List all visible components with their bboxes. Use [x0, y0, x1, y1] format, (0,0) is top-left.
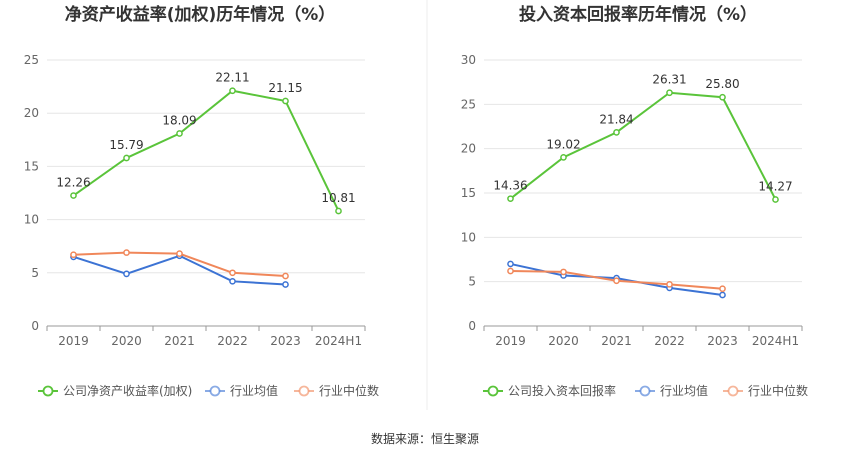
data-point	[719, 291, 726, 299]
roe-chart: 净资产收益率(加权)历年情况（%） 0 5 10 15 20 25 2019 2020 2021 2…	[24, 4, 379, 398]
y-tick-label: 30	[461, 53, 476, 67]
legend-marker	[727, 385, 739, 397]
y-tick-label: 10	[24, 213, 39, 227]
data-point	[560, 268, 567, 276]
x-tick-label: 2020	[548, 334, 579, 348]
legend-label: 公司投入资本回报率	[508, 383, 616, 398]
y-tick-label: 15	[461, 186, 476, 200]
data-point	[229, 277, 236, 285]
x-tick-label: 2023	[707, 334, 738, 348]
data-label: 14.27	[758, 179, 792, 193]
data-source: 数据来源：恒生聚源	[370, 432, 479, 446]
legend-marker	[298, 385, 310, 397]
data-label: 22.11	[215, 71, 249, 85]
data-label: 26.31	[652, 73, 686, 87]
data-point	[282, 97, 289, 105]
data-point	[70, 251, 77, 259]
y-tick-label: 0	[31, 319, 39, 333]
series-line	[509, 91, 777, 200]
legend-marker	[42, 385, 54, 397]
y-tick-label: 5	[468, 275, 476, 289]
x-tick-label: 2022	[654, 334, 685, 348]
x-tick-label: 2021	[601, 334, 632, 348]
data-point	[507, 267, 514, 275]
legend-item[interactable]: 公司净资产收益率(加权)	[38, 383, 192, 398]
data-point	[613, 129, 620, 136]
data-point	[772, 196, 779, 203]
y-tick-label: 15	[24, 159, 39, 173]
data-label: 25.80	[705, 77, 739, 91]
data-label: 18.09	[162, 114, 196, 128]
series-line	[73, 254, 286, 286]
data-point	[507, 260, 514, 268]
legend-item[interactable]: 行业中位数	[723, 383, 808, 398]
chart-title: 净资产收益率(加权)历年情况（%）	[65, 4, 336, 25]
data-label: 10.81	[321, 191, 355, 205]
series-line	[72, 89, 340, 212]
legend-label: 行业中位数	[748, 383, 808, 398]
y-tick-label: 25	[24, 53, 39, 67]
data-point	[229, 269, 236, 277]
legend-item[interactable]: 行业中位数	[294, 383, 379, 398]
data-point	[719, 93, 726, 101]
data-point	[282, 281, 289, 288]
legend-label: 行业均值	[230, 383, 278, 398]
y-tick-label: 5	[31, 266, 39, 280]
data-point	[507, 195, 514, 203]
data-point	[666, 280, 673, 288]
data-label: 15.79	[109, 138, 143, 152]
x-tick-label: 2024H1	[315, 334, 362, 348]
legend-marker	[487, 385, 499, 397]
data-point	[229, 87, 236, 95]
data-point	[176, 250, 183, 257]
y-tick-label: 20	[461, 142, 476, 156]
data-point	[123, 154, 130, 162]
data-label: 21.84	[599, 112, 633, 126]
data-point	[123, 249, 130, 256]
legend-label: 行业中位数	[319, 383, 379, 398]
y-tick-label: 20	[24, 106, 39, 120]
data-point	[613, 277, 620, 285]
legend-marker	[639, 385, 651, 397]
roic-chart: 投入资本回报率历年情况（%） 0 5 10 15 20 25 30 2019 2020 2021 20…	[461, 4, 808, 398]
x-tick-label: 2022	[217, 334, 248, 348]
x-tick-label: 2023	[270, 334, 301, 348]
data-point	[176, 130, 183, 137]
x-tick-label: 2021	[164, 334, 195, 348]
data-label: 14.36	[493, 179, 527, 193]
data-label: 21.15	[268, 81, 302, 95]
data-point	[70, 192, 77, 199]
data-point	[560, 154, 567, 161]
data-label: 12.26	[56, 176, 90, 190]
x-tick-label: 2020	[111, 334, 142, 348]
y-tick-label: 0	[468, 319, 476, 333]
y-tick-label: 10	[461, 230, 476, 244]
data-point	[335, 207, 342, 215]
legend-item[interactable]: 行业均值	[635, 383, 708, 398]
legend-item[interactable]: 行业均值	[205, 383, 278, 398]
x-tick-label: 2019	[495, 334, 526, 348]
data-point	[123, 270, 130, 278]
x-tick-label: 2019	[58, 334, 89, 348]
data-point	[719, 285, 726, 293]
legend-label: 行业均值	[660, 383, 708, 398]
chart-title: 投入资本回报率历年情况（%）	[519, 4, 757, 25]
data-label: 19.02	[546, 137, 580, 151]
legend-item[interactable]: 公司投入资本回报率	[483, 383, 616, 398]
legend-marker	[209, 385, 221, 397]
x-tick-label: 2024H1	[752, 334, 799, 348]
data-point	[666, 89, 673, 97]
data-point	[282, 272, 289, 280]
legend-label: 公司净资产收益率(加权)	[63, 383, 192, 398]
y-tick-label: 25	[461, 97, 476, 111]
